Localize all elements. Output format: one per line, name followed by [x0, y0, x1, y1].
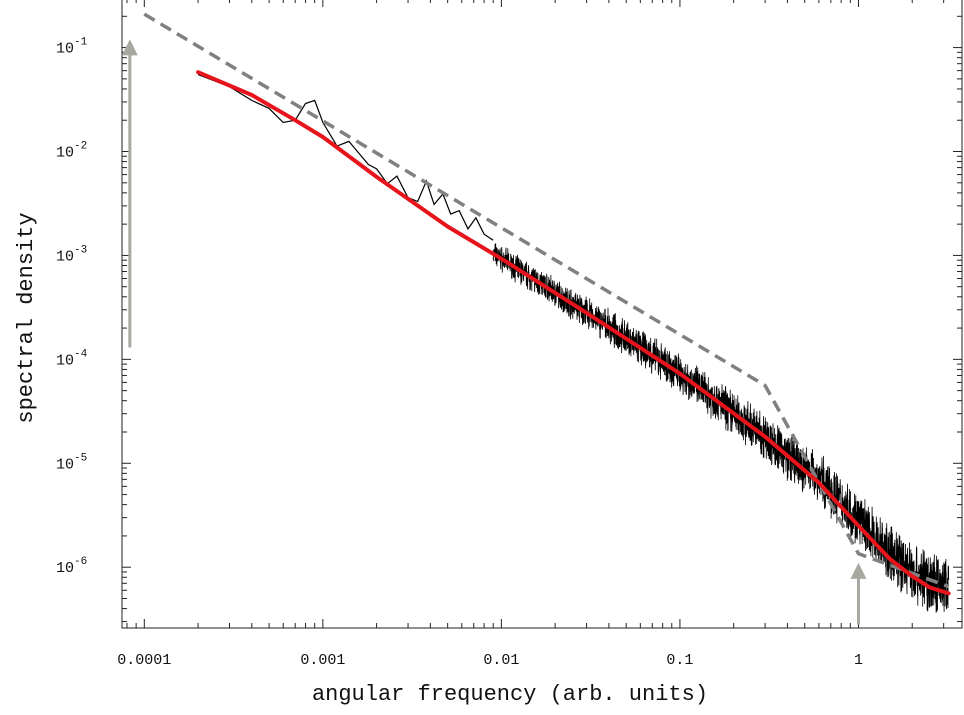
x-tick-labels: 0.0001 0.001 0.01 0.1 1 [117, 652, 863, 669]
y-tick-label: 10-2 [56, 141, 87, 162]
arrow-head [850, 562, 867, 579]
x-tick-label: 1 [854, 652, 863, 669]
annotation-arrows [121, 39, 867, 625]
x-axis-label: angular frequency (arb. units) [312, 682, 708, 707]
y-tick-labels: 10-1 10-2 10-3 10-4 10-5 10-6 [56, 37, 88, 578]
series-layer [143, 12, 951, 596]
x-tick-label: 0.0001 [117, 652, 171, 669]
x-tick-label: 0.01 [483, 652, 519, 669]
x-tick-label: 0.001 [300, 652, 345, 669]
plot-frame [121, 0, 963, 629]
y-axis-label: spectral density [14, 212, 39, 423]
arrow-head [121, 39, 138, 56]
series-fit-red [196, 70, 951, 596]
y-tick-label: 10-4 [56, 348, 88, 369]
axis-ticks [122, 0, 962, 628]
series-power-law-dashed [143, 12, 950, 589]
y-tick-label: 10-3 [56, 244, 87, 265]
y-tick-label: 10-6 [56, 556, 87, 577]
y-tick-label: 10-5 [56, 452, 87, 473]
y-tick-label: 10-1 [56, 37, 88, 58]
x-tick-label: 0.1 [666, 652, 693, 669]
series-noisy-spectrum [197, 74, 494, 241]
